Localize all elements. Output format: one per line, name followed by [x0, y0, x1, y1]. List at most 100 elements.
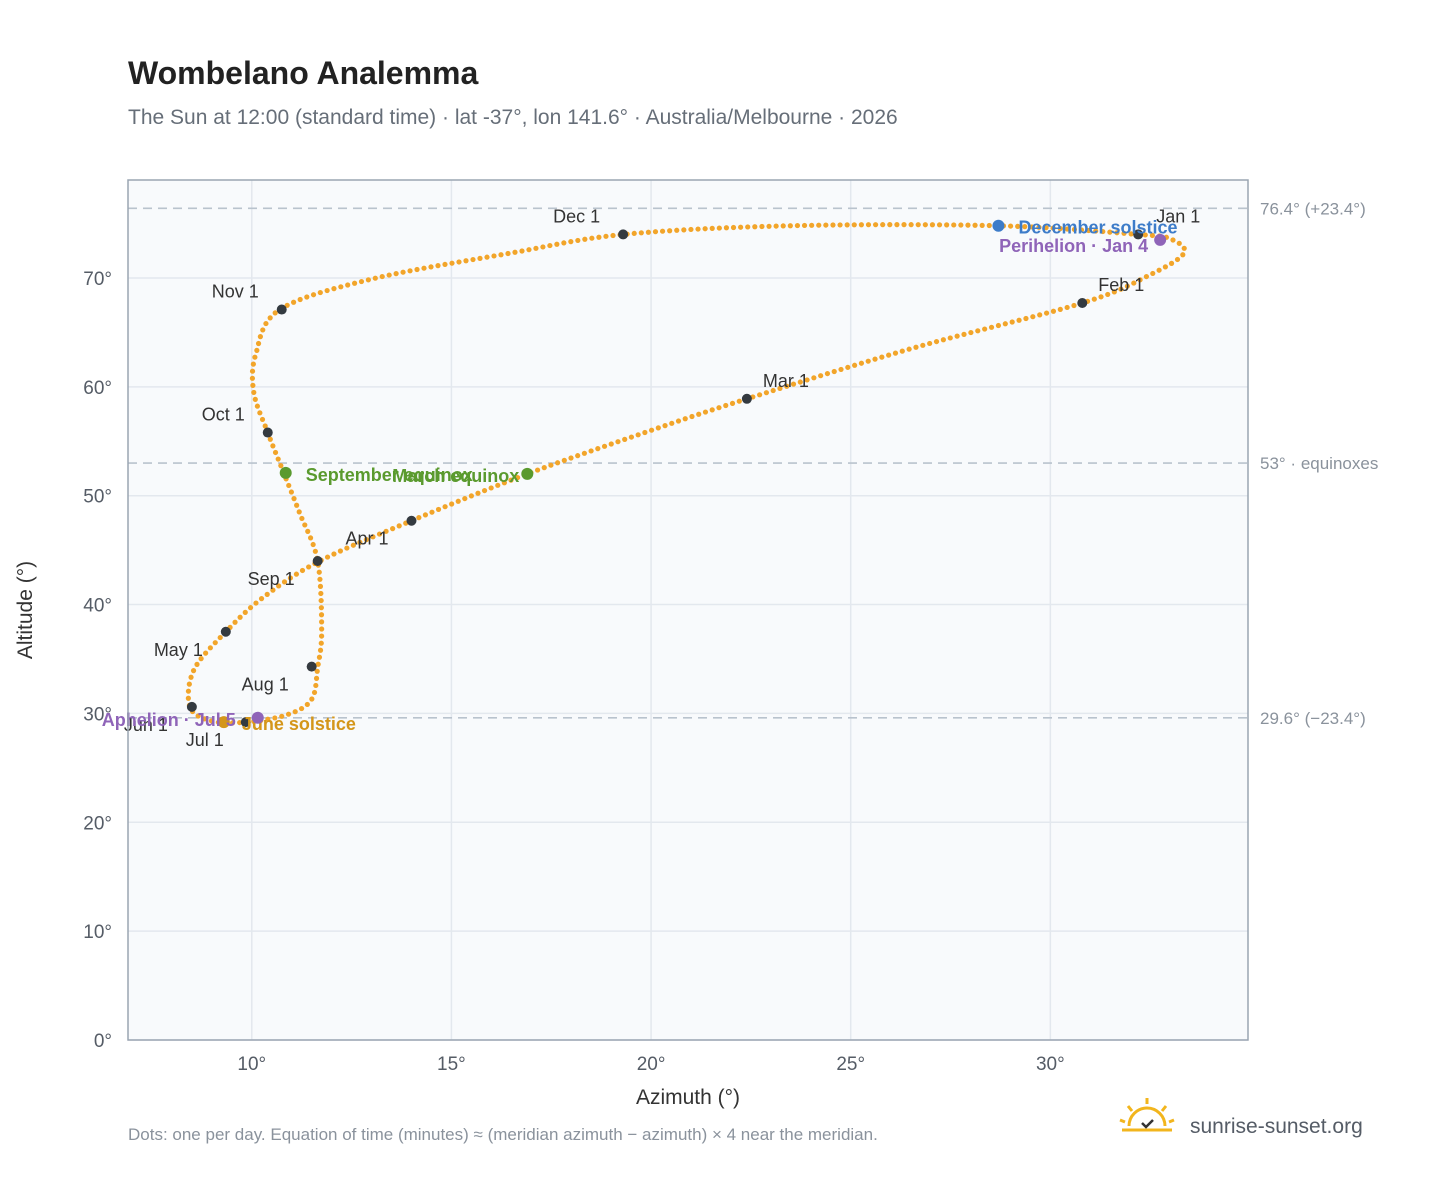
- daily-sun-dot: [296, 509, 302, 515]
- daily-sun-dot: [681, 227, 687, 233]
- daily-sun-dot: [290, 299, 297, 305]
- daily-sun-dot: [1156, 267, 1162, 273]
- daily-sun-dot: [358, 278, 365, 285]
- daily-sun-dot: [515, 474, 521, 481]
- daily-sun-dot: [648, 427, 655, 433]
- daily-sun-dot: [548, 462, 554, 468]
- daily-sun-dot: [294, 502, 300, 508]
- daily-sun-dot: [603, 233, 609, 239]
- daily-sun-dot: [1007, 223, 1014, 229]
- daily-sun-dot: [913, 344, 919, 350]
- daily-sun-dot: [1131, 280, 1137, 286]
- daily-sun-dot: [929, 222, 936, 228]
- daily-sun-dot: [927, 340, 933, 347]
- daily-sun-dot: [852, 362, 858, 368]
- daily-sun-dot: [659, 228, 666, 234]
- daily-sun-dot: [922, 222, 928, 228]
- plot-frame: [127, 179, 1249, 1041]
- daily-sun-dot: [1180, 252, 1186, 258]
- daily-sun-dot: [596, 234, 602, 240]
- daily-sun-dot: [887, 222, 893, 228]
- daily-sun-dot: [696, 411, 702, 417]
- month-marker: [618, 229, 629, 240]
- daily-sun-dot: [208, 718, 215, 724]
- daily-sun-dot: [254, 403, 260, 409]
- daily-sun-dot: [811, 375, 817, 381]
- daily-sun-dot: [773, 223, 779, 229]
- daily-sun-dot: [263, 320, 269, 327]
- daily-sun-dot: [195, 713, 201, 719]
- daily-sun-dot: [357, 539, 363, 545]
- daily-sun-dot: [759, 223, 765, 230]
- daily-sun-dot: [318, 640, 324, 646]
- daily-sun-dot: [1111, 289, 1117, 295]
- daily-sun-dot: [337, 548, 343, 554]
- event-marker: [279, 466, 292, 479]
- daily-sun-dot: [421, 265, 427, 271]
- daily-sun-dot: [285, 711, 292, 717]
- daily-sun-dot: [635, 432, 641, 438]
- daily-sun-dot: [723, 225, 730, 231]
- daily-sun-dot: [982, 326, 988, 332]
- daily-sun-dot: [968, 329, 974, 336]
- sun-check-logo-icon: [1119, 1098, 1175, 1132]
- daily-sun-dot: [965, 222, 971, 228]
- daily-sun-dot: [1114, 230, 1120, 236]
- daily-sun-dot: [351, 280, 358, 286]
- daily-sun-dot: [319, 619, 325, 625]
- daily-sun-dot: [526, 247, 532, 253]
- daily-sun-dot: [508, 477, 514, 483]
- daily-sun-dot: [986, 222, 992, 229]
- month-marker: [1133, 229, 1144, 240]
- y-tick-label: 30°: [83, 704, 112, 725]
- daily-sun-dot: [1057, 225, 1063, 232]
- daily-sun-dot: [899, 348, 905, 354]
- daily-sun-dot: [610, 232, 616, 239]
- event-label: September equinox: [306, 465, 473, 485]
- daily-sun-dot: [736, 398, 742, 404]
- daily-sun-dot: [318, 597, 324, 604]
- daily-sun-dot: [797, 379, 803, 385]
- daily-sun-dot: [429, 509, 435, 515]
- daily-sun-dot: [207, 645, 213, 651]
- daily-sun-dot: [258, 596, 265, 602]
- daily-sun-dot: [1181, 245, 1187, 251]
- daily-sun-dot: [1176, 240, 1182, 246]
- daily-sun-dot: [1071, 302, 1077, 309]
- daily-sun-dot: [267, 315, 273, 321]
- month-marker: [312, 556, 323, 567]
- daily-sun-dot: [481, 487, 488, 494]
- daily-sun-dot: [752, 224, 758, 230]
- event-label: Aphelion · Jul 5: [102, 710, 236, 730]
- daily-sun-dot: [1091, 296, 1097, 302]
- daily-sun-dot: [468, 493, 474, 499]
- daily-sun-dot: [816, 222, 822, 228]
- daily-sun-dot: [723, 402, 729, 409]
- footnote: Dots: one per day. Equation of time (min…: [128, 1125, 878, 1144]
- daily-sun-dot: [442, 504, 448, 510]
- month-marker: [306, 661, 317, 672]
- y-tick-label: 0°: [94, 1031, 112, 1052]
- x-tick-label: 30°: [1036, 1054, 1065, 1075]
- daily-sun-dot: [344, 545, 350, 551]
- daily-sun-dot: [376, 531, 383, 537]
- daily-sun-dot: [270, 443, 276, 449]
- daily-sun-dot: [442, 261, 448, 268]
- reference-line-label: 29.6° (−23.4°): [1260, 709, 1366, 728]
- daily-sun-dot: [830, 222, 836, 228]
- event-label: March equinox: [392, 466, 519, 486]
- daily-sun-dot: [462, 495, 468, 502]
- x-tick-label: 25°: [836, 1054, 865, 1075]
- daily-sun-dot: [958, 222, 964, 228]
- daily-sun-dot: [784, 383, 790, 389]
- daily-sun-dot: [540, 244, 546, 250]
- daily-sun-dot: [915, 222, 921, 228]
- daily-sun-dot: [1023, 315, 1029, 322]
- brand[interactable]: sunrise-sunset.org: [1119, 1098, 1363, 1138]
- daily-sun-dot: [940, 337, 946, 343]
- daily-sun-dot: [324, 554, 331, 560]
- daily-sun-dot: [995, 322, 1002, 329]
- daily-sun-dot: [879, 354, 885, 360]
- daily-sun-dot: [709, 407, 715, 413]
